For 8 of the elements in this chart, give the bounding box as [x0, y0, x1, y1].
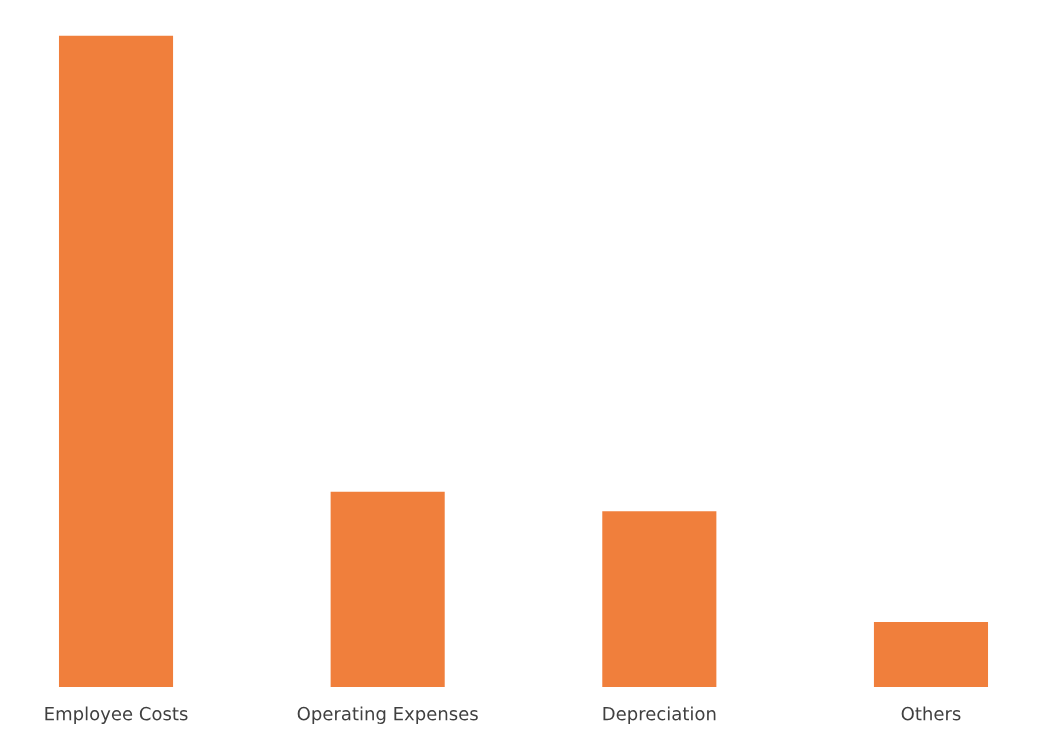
x-tick-label: Operating Expenses — [297, 706, 478, 724]
bar — [330, 491, 445, 688]
bar — [602, 511, 717, 688]
x-tick-label: Others — [901, 706, 961, 721]
x-tick-label: Depreciation — [603, 706, 716, 724]
bar — [58, 35, 174, 688]
bar — [873, 621, 989, 688]
x-tick-label: Employee Costs — [45, 706, 188, 724]
